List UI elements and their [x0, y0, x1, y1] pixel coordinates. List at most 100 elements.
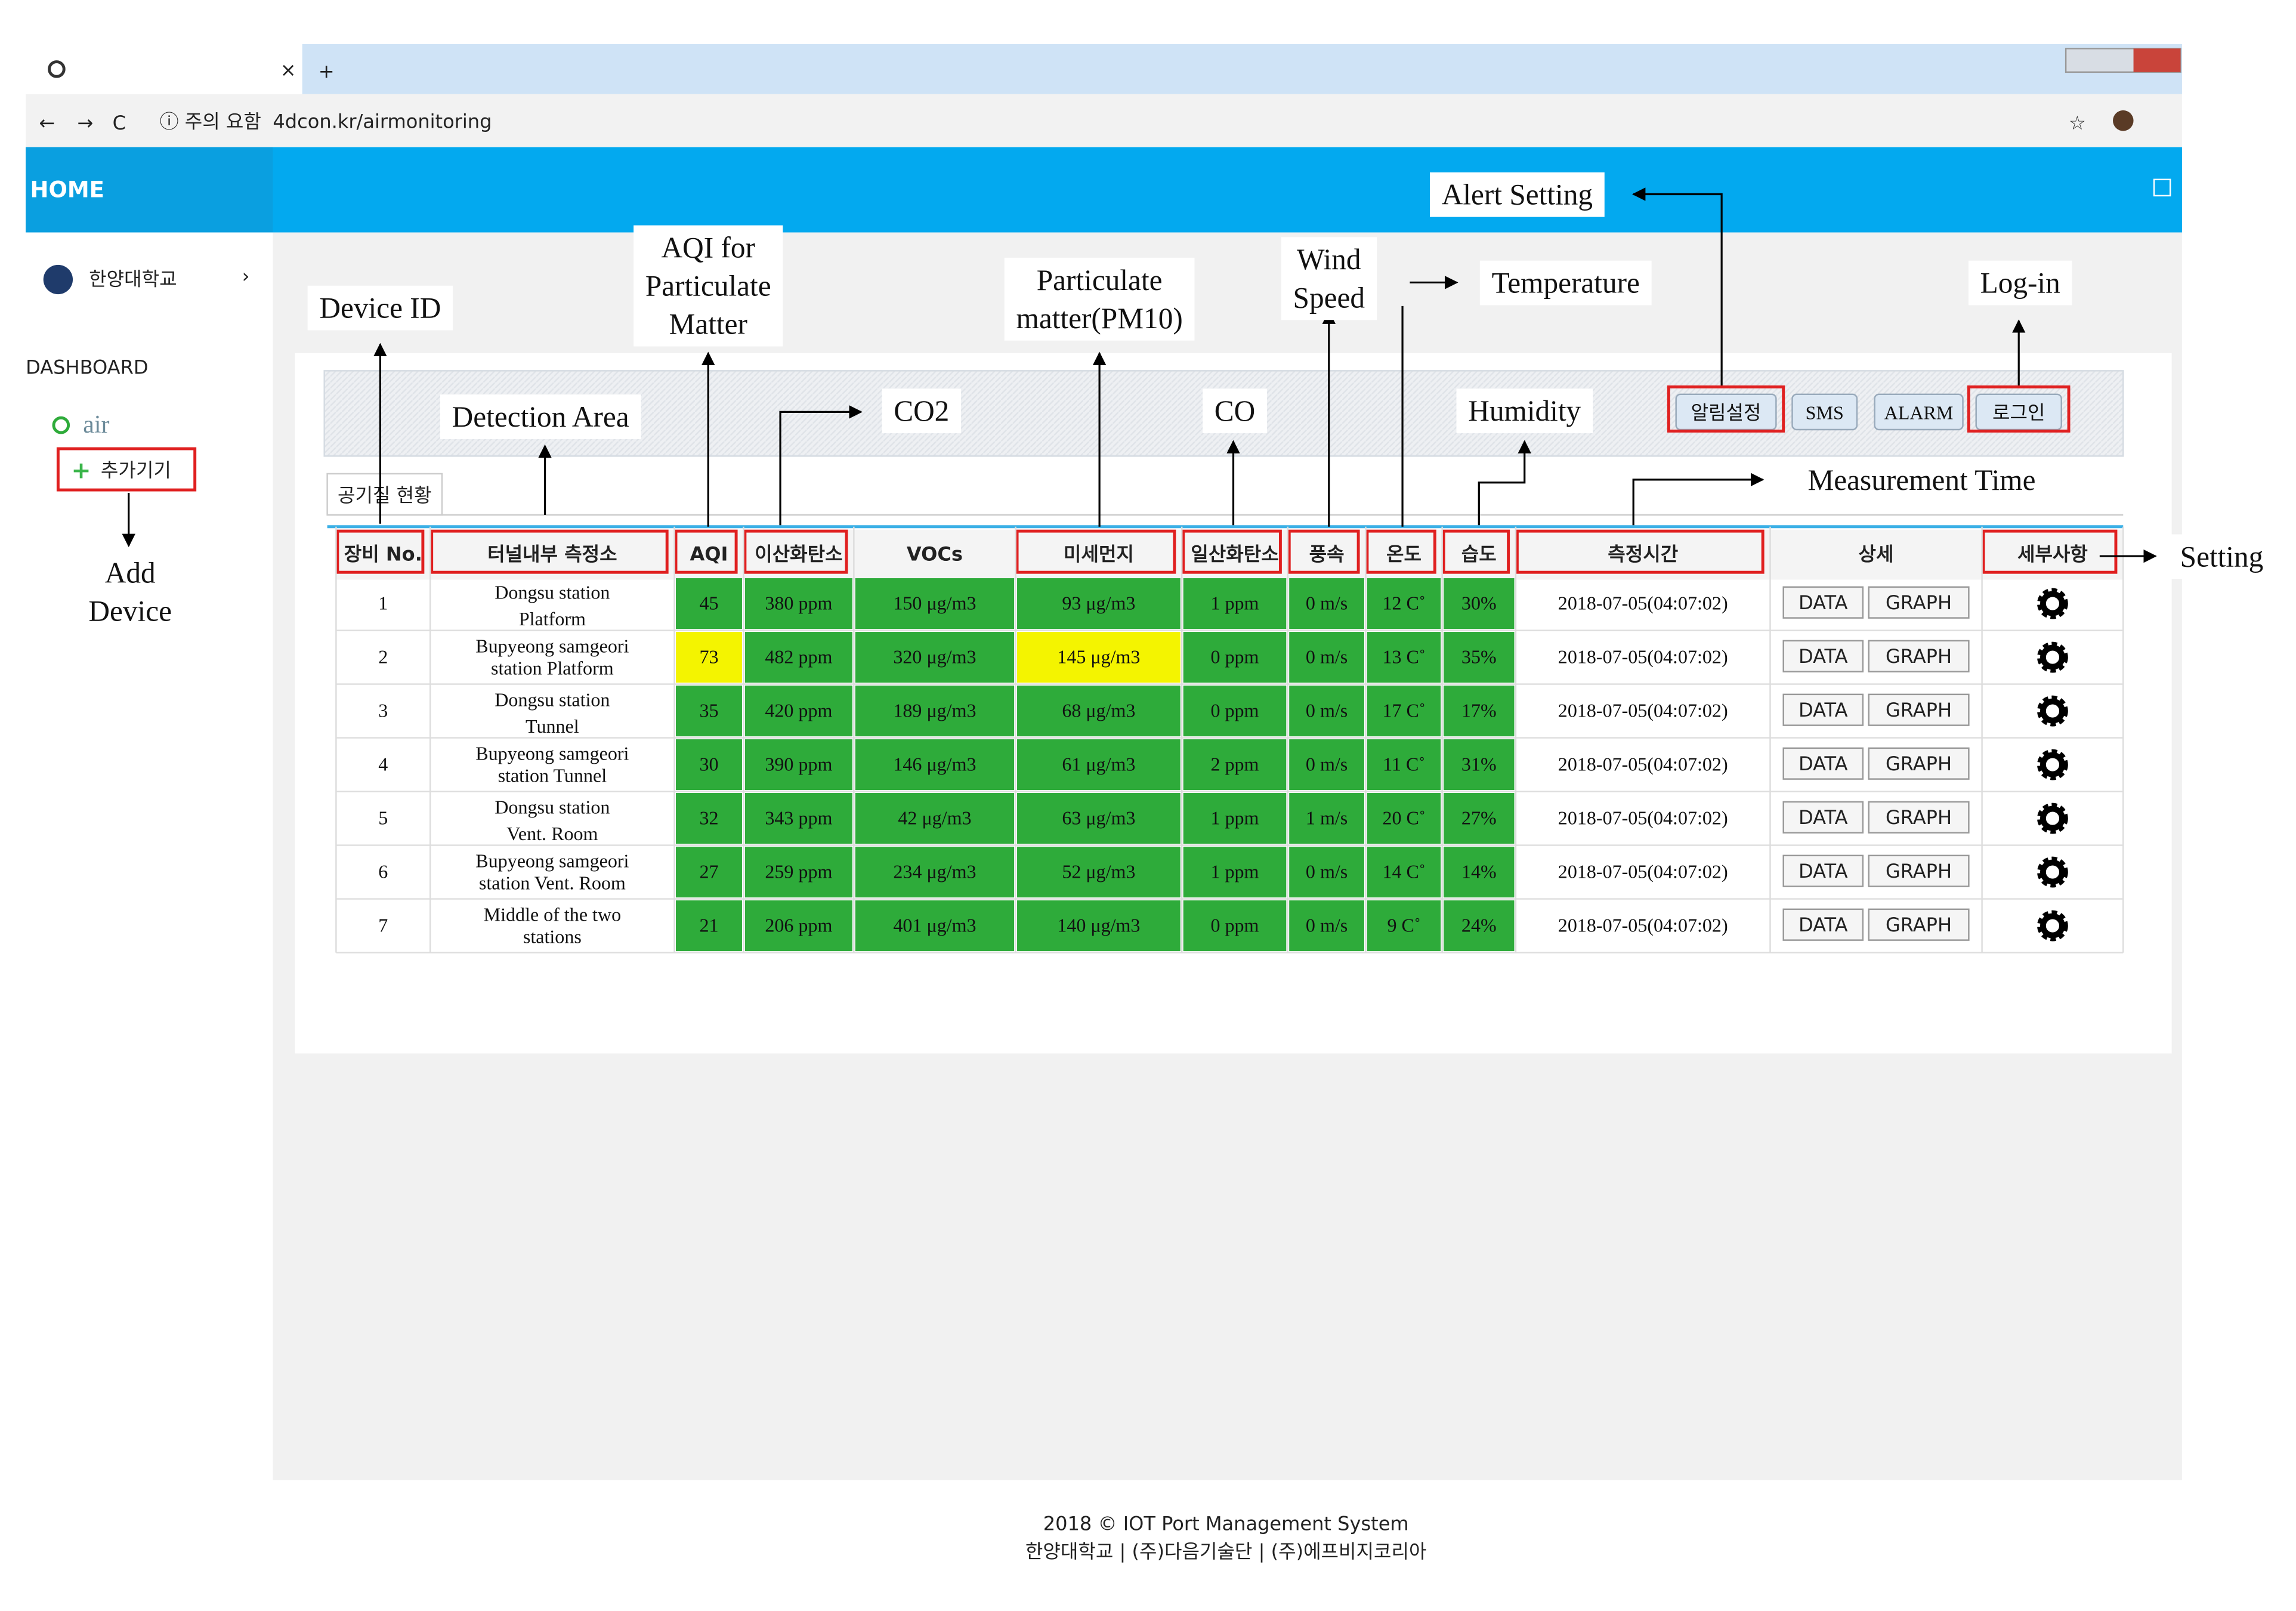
toolbar-buttons: 알림설정 SMS ALARM 로그인 [1667, 385, 2071, 433]
toolbar-button[interactable] [1791, 393, 1858, 431]
edit-icon[interactable] [2153, 178, 2171, 197]
column-header[interactable]: 이산화탄소 [755, 542, 842, 565]
measurement-time: 2018-07-05(04:07:02) [1558, 699, 1728, 721]
window-close[interactable] [2133, 48, 2181, 72]
detail-button-label[interactable]: GRAPH [1886, 806, 1952, 829]
toolbar-button-label[interactable]: 로그인 [1992, 402, 2045, 424]
detail-button[interactable] [1868, 693, 1970, 726]
detail-button[interactable] [1868, 640, 1970, 672]
detection-area: Middle of the two [484, 904, 622, 925]
column-header[interactable]: 온도 [1386, 542, 1422, 565]
detail-button-label[interactable]: GRAPH [1886, 699, 1952, 721]
annotation-bg [2168, 534, 2276, 579]
detail-button-label[interactable]: GRAPH [1886, 752, 1952, 775]
detail-button-label[interactable]: GRAPH [1886, 913, 1952, 936]
detail-button-label[interactable]: DATA [1799, 699, 1848, 721]
reading: 20 C˚ [1382, 807, 1425, 828]
column-header[interactable]: 미세먼지 [1064, 542, 1134, 565]
settings-gear-body[interactable] [2039, 859, 2065, 885]
reading-cell [1444, 793, 1515, 844]
detail-button[interactable] [1782, 801, 1864, 834]
detail-button[interactable] [1782, 586, 1864, 619]
detail-button[interactable] [1782, 693, 1864, 726]
reading: 42 μg/m3 [898, 807, 971, 828]
detail-button-label[interactable]: DATA [1799, 591, 1848, 614]
reading: 63 μg/m3 [1062, 807, 1135, 828]
detail-button[interactable] [1868, 854, 1970, 887]
reading-cell [1183, 632, 1287, 683]
column-header[interactable]: 세부사항 [2017, 542, 2088, 565]
detection-area: stations [523, 926, 582, 948]
column-header[interactable]: 풍속 [1309, 542, 1345, 565]
toolbar-button[interactable] [1874, 393, 1964, 431]
detail-button[interactable] [1782, 854, 1864, 887]
detail-button[interactable] [1868, 908, 1970, 941]
annotation: CO [1215, 394, 1255, 427]
detail-button-label[interactable]: GRAPH [1886, 860, 1952, 882]
reading: 17% [1461, 699, 1497, 721]
url[interactable]: 4dcon.kr/airmonitoring [273, 110, 492, 133]
detail-button-label[interactable]: DATA [1799, 806, 1848, 829]
reading: 32 [699, 807, 718, 828]
column-header[interactable]: 일산화탄소 [1191, 542, 1278, 565]
forward[interactable]: → [77, 112, 93, 134]
address-bar [26, 94, 2182, 147]
detail-button-label[interactable]: GRAPH [1886, 591, 1952, 614]
annotation-bg [1430, 172, 1605, 217]
home-link[interactable]: HOME [30, 177, 104, 202]
annotation-bg [882, 388, 962, 434]
reading: 206 ppm [765, 914, 832, 936]
detail-button-label[interactable]: DATA [1799, 645, 1848, 668]
add-device[interactable]: 추가기기 [101, 459, 171, 482]
toolbar-button-label[interactable]: SMS [1806, 402, 1844, 424]
profile[interactable] [2113, 110, 2134, 131]
settings-gear-body[interactable] [2039, 806, 2065, 831]
detail-button-label[interactable]: DATA [1799, 752, 1848, 775]
reading-cell [855, 632, 1015, 683]
reading: 24% [1461, 914, 1497, 936]
detail-button[interactable] [1868, 586, 1970, 619]
highlight-box [1515, 529, 1765, 574]
back[interactable]: ← [39, 112, 55, 134]
settings-gear-body[interactable] [2039, 913, 2065, 939]
tab-label[interactable]: 공기질 현황 [338, 484, 432, 507]
tab-close[interactable]: × [280, 58, 296, 81]
bookmark[interactable]: ☆ [2069, 112, 2086, 134]
detail-button-label[interactable]: GRAPH [1886, 645, 1952, 668]
column-header[interactable]: AQI [690, 542, 728, 565]
column-header[interactable]: 터널내부 측정소 [487, 542, 617, 565]
menu-item[interactable]: air [83, 411, 109, 439]
detail-button-label[interactable]: DATA [1799, 913, 1848, 936]
settings-gear-body[interactable] [2039, 752, 2065, 777]
device-no: 5 [378, 807, 388, 828]
column-header[interactable]: 측정시간 [1608, 542, 1678, 565]
settings-gear-body[interactable] [2039, 591, 2065, 616]
reading: 259 ppm [765, 860, 832, 882]
toolbar-button-label[interactable]: 알림설정 [1691, 402, 1762, 424]
detail-button[interactable] [1868, 801, 1970, 834]
detail-button[interactable] [1782, 640, 1864, 672]
settings-gear-body[interactable] [2039, 698, 2065, 724]
reading: 11 C˚ [1383, 753, 1425, 774]
settings-gear-body[interactable] [2039, 644, 2065, 670]
new-tab[interactable]: + [319, 60, 335, 83]
detail-button[interactable] [1868, 747, 1970, 780]
toolbar-button-label[interactable]: ALARM [1884, 402, 1954, 424]
org-name[interactable]: 한양대학교 [89, 267, 177, 290]
annotation: CO2 [894, 394, 949, 427]
reading-cell [675, 739, 742, 791]
section-title: DASHBOARD [26, 356, 148, 378]
detail-button[interactable] [1782, 747, 1864, 780]
measurement-time: 2018-07-05(04:07:02) [1558, 860, 1728, 882]
sidebar [26, 232, 273, 1594]
annotation-bg [634, 225, 783, 347]
reload[interactable]: C [113, 112, 126, 134]
column-header[interactable]: 장비 No. [344, 542, 422, 565]
detail-button-label[interactable]: DATA [1799, 860, 1848, 882]
column-header[interactable]: 상세 [1859, 542, 1894, 565]
measurement-time: 2018-07-05(04:07:02) [1558, 646, 1728, 667]
detail-button[interactable] [1782, 908, 1864, 941]
column-header[interactable]: VOCs [907, 542, 963, 565]
column-header[interactable]: 습도 [1461, 542, 1497, 565]
